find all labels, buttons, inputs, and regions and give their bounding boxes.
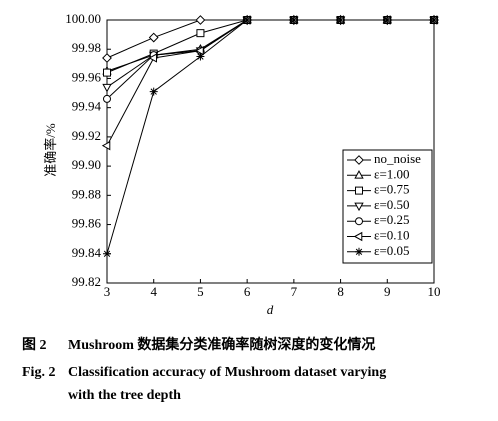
y-tick-label: 99.94	[72, 99, 102, 114]
marker	[195, 15, 206, 25]
legend-label: ε=0.25	[374, 212, 410, 227]
x-tick-label: 9	[384, 284, 391, 299]
y-tick-label: 99.90	[72, 157, 101, 172]
marker	[103, 68, 111, 77]
y-tick-label: 99.82	[72, 274, 101, 289]
caption-text: with the tree depth	[68, 388, 181, 403]
x-tick-label: 10	[428, 284, 441, 299]
marker	[101, 140, 111, 151]
caption-label: 图 2	[22, 337, 47, 353]
legend-marker	[354, 202, 364, 212]
x-tick-label: 6	[244, 284, 251, 299]
marker	[430, 16, 438, 24]
y-tick-label: 100.00	[65, 11, 101, 26]
legend-label: ε=0.50	[374, 197, 410, 212]
y-tick-label: 99.98	[72, 40, 101, 55]
series-line	[106, 19, 434, 74]
marker	[336, 16, 345, 24]
marker	[103, 249, 111, 258]
x-tick-label: 8	[337, 284, 344, 299]
caption-label: Fig. 2	[22, 365, 55, 380]
y-tick-label: 99.84	[72, 245, 102, 260]
marker	[103, 94, 111, 103]
marker	[149, 87, 158, 96]
legend-label: ε=0.10	[374, 227, 410, 242]
x-tick-label: 4	[150, 284, 157, 299]
legend-label: no_noise	[374, 151, 421, 166]
y-tick-label: 99.92	[72, 128, 101, 143]
marker	[196, 29, 205, 38]
y-tick-label: 99.86	[72, 216, 102, 231]
x-axis-label: d	[267, 302, 274, 317]
marker	[289, 16, 298, 24]
marker	[383, 16, 392, 24]
legend-label: ε=0.75	[374, 182, 410, 197]
marker	[102, 83, 112, 93]
legend-marker	[353, 231, 363, 242]
caption-text: Mushroom 数据集分类准确率随树深度的变化情况	[68, 336, 375, 353]
caption-text: Classification accuracy of Mushroom data…	[68, 365, 386, 380]
marker	[148, 32, 159, 43]
legend-marker	[355, 186, 363, 195]
x-tick-label: 7	[291, 284, 298, 299]
legend-marker	[354, 155, 364, 165]
marker	[196, 52, 205, 61]
legend-label: ε=0.05	[374, 243, 410, 258]
y-axis-label: 准确率/%	[43, 123, 58, 177]
legend-marker	[355, 247, 363, 256]
legend-marker	[355, 217, 363, 226]
legend-marker	[354, 170, 364, 179]
marker	[195, 45, 204, 56]
x-tick-label: 3	[104, 284, 111, 299]
marker	[102, 53, 112, 63]
series-line	[106, 19, 434, 254]
marker	[243, 16, 252, 24]
y-tick-label: 99.88	[72, 186, 101, 201]
marker	[148, 53, 158, 63]
y-tick-label: 99.96	[72, 69, 102, 84]
legend-label: ε=1.00	[374, 166, 410, 181]
x-tick-label: 5	[197, 284, 204, 299]
series-line	[106, 19, 434, 72]
